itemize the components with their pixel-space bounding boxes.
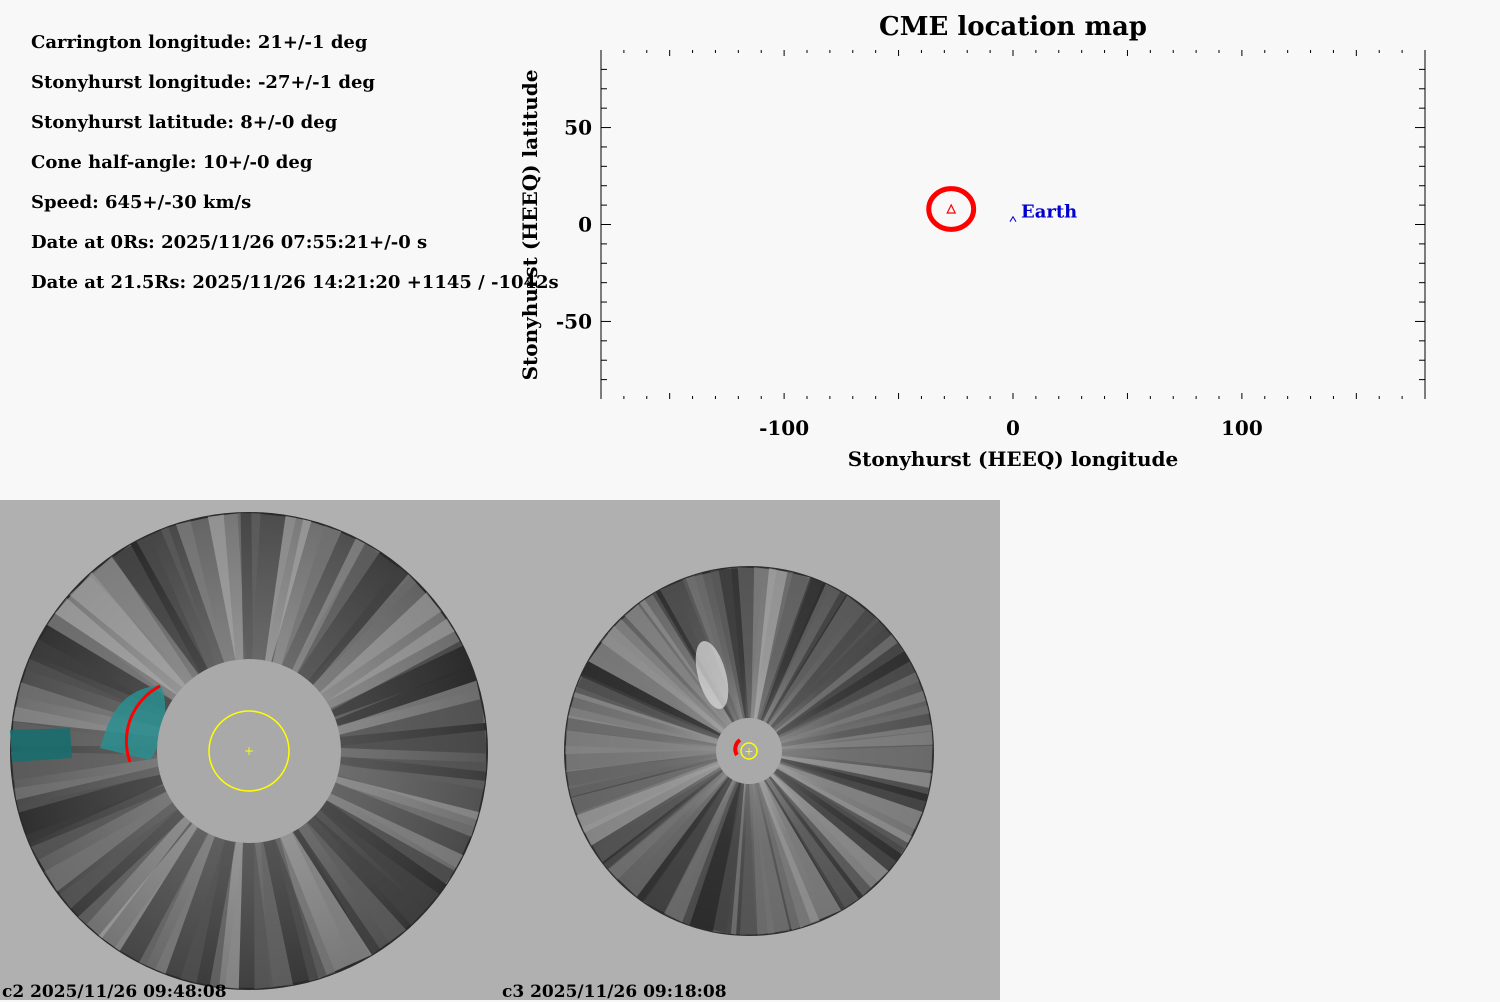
c2-occulter	[157, 659, 341, 843]
cme-location-map: CME location map -100 0 100 -50 0 50 Stonyhur…	[518, 12, 1426, 471]
streamer-ray	[781, 705, 932, 747]
param-date-21rs: Date at 21.5Rs: 2025/11/26 14:21:20 +114…	[31, 272, 559, 293]
y-tick-label: 50	[564, 116, 592, 140]
streamer-ray	[331, 641, 472, 717]
param-stonyhurst-latitude: Stonyhurst latitude: 8+/-0 deg	[31, 112, 338, 133]
streamer-ray	[89, 544, 201, 681]
streamer-ray	[566, 755, 717, 797]
param-carrington-longitude: Carrington longitude: 21+/-1 deg	[31, 32, 368, 53]
streamer-ray	[43, 800, 178, 909]
y-axis-label: Stonyhurst (HEEQ) latitude	[518, 70, 542, 381]
plot-frame	[600, 50, 1426, 399]
streamer-ray	[779, 672, 927, 742]
streamer-ray	[774, 634, 904, 733]
streamer-ray	[607, 604, 728, 729]
streamer-ray	[603, 771, 725, 880]
x-tick-label: -100	[759, 416, 809, 440]
streamer-ray	[297, 543, 411, 681]
axis-ticks	[601, 50, 1425, 399]
streamer-ray	[17, 774, 164, 844]
data-marks: Earth	[926, 186, 1077, 232]
streamer-ray	[770, 773, 889, 896]
streamer-ray	[608, 773, 728, 897]
streamer-ray	[207, 513, 244, 661]
streamer-ray	[78, 816, 191, 939]
c3-image: +	[564, 566, 934, 936]
streamer-ray	[111, 534, 208, 675]
x-axis-label: Stonyhurst (HEEQ) longitude	[848, 447, 1179, 471]
streamer-ray	[339, 699, 487, 754]
earth-marker-icon	[1009, 215, 1017, 222]
cme-cone-outline	[926, 186, 977, 232]
streamer-ray	[768, 776, 872, 901]
c2-caption: c2 2025/11/26 09:48:08	[2, 982, 227, 1002]
streamer-ray	[13, 767, 160, 813]
c2-sun-outline	[208, 710, 290, 792]
streamer-ray	[69, 556, 193, 688]
streamer-ray	[114, 828, 207, 966]
streamer-ray	[766, 777, 859, 910]
streamer-ray	[772, 617, 899, 731]
streamer-ray	[98, 823, 198, 951]
c2-sun-center-icon: +	[244, 744, 254, 758]
streamer-ray	[59, 808, 185, 925]
param-speed: Speed: 645+/-30 km/s	[31, 192, 252, 213]
streamer-ray	[759, 780, 842, 928]
y-tick-label: 0	[578, 213, 592, 237]
streamer-ray	[160, 520, 225, 665]
streamer-ray	[26, 785, 167, 861]
c2-cme-feature-left	[10, 728, 72, 762]
c3-bright-streamer	[695, 640, 729, 710]
c2-streamers	[11, 513, 487, 989]
streamer-ray	[581, 765, 722, 863]
streamer-ray	[335, 665, 480, 726]
streamer-ray	[274, 837, 336, 982]
c3-caption: c3 2025/11/26 09:18:08	[502, 982, 727, 1002]
x-tick-label: 0	[1006, 416, 1020, 440]
c3-occulter	[716, 718, 782, 784]
cme-center-marker	[946, 203, 957, 214]
streamer-ray	[568, 758, 718, 814]
streamer-ray	[757, 781, 820, 930]
tick-labels: -100 0 100 -50 0 50	[556, 116, 1263, 440]
chart-title: CME location map	[879, 12, 1147, 42]
streamer-ray	[326, 618, 463, 709]
param-date-0rs: Date at 0Rs: 2025/11/26 07:55:21+/-0 s	[31, 232, 428, 253]
y-tick-label: -50	[556, 309, 592, 333]
streamer-ray	[780, 690, 930, 744]
streamer-ray	[298, 822, 407, 956]
streamer-ray	[291, 828, 381, 965]
streamer-ray	[136, 527, 216, 669]
c3-sun-center-icon: +	[744, 745, 753, 758]
x-tick-label: 100	[1221, 416, 1263, 440]
c2-cme-feature	[100, 685, 166, 760]
streamer-ray	[571, 760, 719, 833]
plot-area	[601, 50, 1425, 399]
earth-label: Earth	[1021, 202, 1077, 223]
c2-image: +	[10, 512, 488, 990]
c3-cme-outline	[733, 738, 742, 757]
streamer-ray	[279, 831, 372, 979]
coronagraph-images: + +	[10, 512, 934, 990]
streamer-ray	[319, 592, 455, 702]
c3-sun-outline	[740, 742, 758, 760]
streamer-ray	[31, 791, 173, 892]
streamer-ray	[776, 642, 915, 736]
streamer-ray	[781, 724, 933, 750]
param-cone-half-angle: Cone half-angle: 10+/-0 deg	[31, 152, 313, 173]
streamer-ray	[624, 599, 730, 727]
c2-cme-outline	[124, 684, 161, 763]
streamer-ray	[313, 574, 442, 695]
param-stonyhurst-longitude: Stonyhurst longitude: -27+/-1 deg	[31, 72, 376, 93]
streamer-ray	[778, 661, 920, 738]
streamer-ray	[576, 763, 721, 846]
streamer-ray	[306, 815, 426, 944]
